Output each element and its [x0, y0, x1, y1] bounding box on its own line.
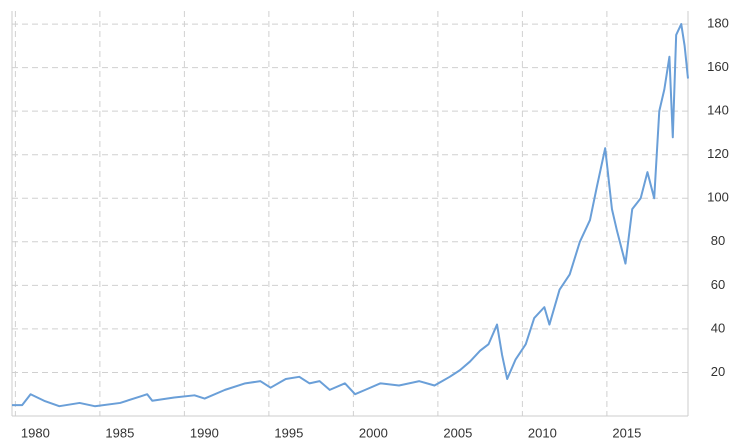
y-tick-label: 140 [707, 103, 729, 118]
x-tick-label: 1995 [274, 425, 303, 440]
x-tick-label: 1980 [21, 425, 50, 440]
x-tick-label: 1990 [190, 425, 219, 440]
x-tick-label: 2015 [612, 425, 641, 440]
x-tick-label: 2005 [443, 425, 472, 440]
y-tick-label: 80 [711, 233, 725, 248]
y-tick-label: 180 [707, 16, 729, 31]
y-tick-label: 60 [711, 277, 725, 292]
x-tick-label: 2010 [528, 425, 557, 440]
y-tick-label: 40 [711, 320, 725, 335]
y-tick-label: 160 [707, 59, 729, 74]
y-tick-label: 120 [707, 146, 729, 161]
y-tick-label: 100 [707, 190, 729, 205]
x-tick-label: 1985 [105, 425, 134, 440]
x-tick-label: 2000 [359, 425, 388, 440]
price-line [12, 23, 689, 408]
y-tick-label: 20 [711, 364, 725, 379]
